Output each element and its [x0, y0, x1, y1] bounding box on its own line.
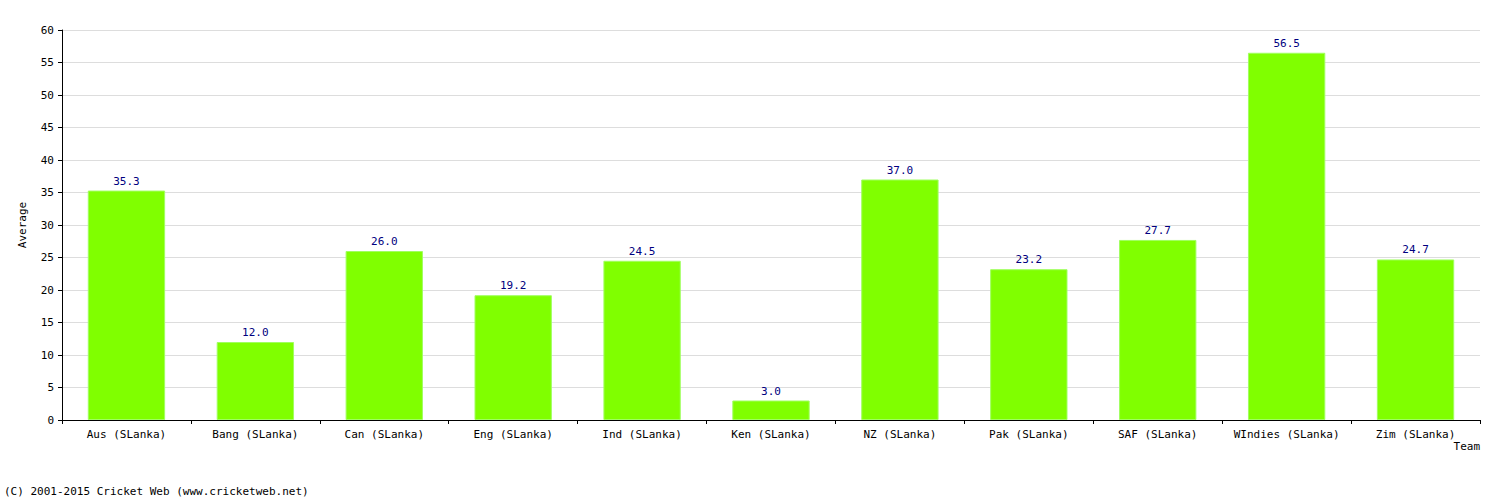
svg-text:5: 5	[47, 381, 54, 394]
svg-text:Aus (SLanka): Aus (SLanka)	[87, 428, 166, 441]
svg-text:24.5: 24.5	[629, 245, 656, 258]
svg-text:15: 15	[41, 316, 54, 329]
svg-text:Team: Team	[1454, 440, 1481, 453]
svg-text:37.0: 37.0	[887, 164, 914, 177]
svg-text:(C) 2001-2015 Cricket Web (www: (C) 2001-2015 Cricket Web (www.cricketwe…	[4, 485, 309, 498]
svg-text:12.0: 12.0	[242, 326, 268, 339]
svg-text:19.2: 19.2	[500, 279, 527, 292]
svg-text:26.0: 26.0	[371, 235, 398, 248]
svg-text:SAF (SLanka): SAF (SLanka)	[1118, 428, 1197, 441]
svg-text:25: 25	[41, 251, 54, 264]
svg-text:Ken (SLanka): Ken (SLanka)	[731, 428, 810, 441]
svg-text:27.7: 27.7	[1144, 224, 1171, 237]
svg-text:Zim (SLanka): Zim (SLanka)	[1376, 428, 1455, 441]
svg-text:30: 30	[41, 219, 54, 232]
svg-text:35.3: 35.3	[113, 175, 140, 188]
svg-text:24.7: 24.7	[1402, 243, 1429, 256]
svg-text:Can (SLanka): Can (SLanka)	[345, 428, 424, 441]
svg-text:35: 35	[41, 186, 54, 199]
svg-text:45: 45	[41, 121, 54, 134]
svg-text:56.5: 56.5	[1273, 37, 1300, 50]
svg-text:Pak (SLanka): Pak (SLanka)	[989, 428, 1068, 441]
svg-text:Ind (SLanka): Ind (SLanka)	[602, 428, 681, 441]
svg-text:Bang (SLanka): Bang (SLanka)	[212, 428, 298, 441]
svg-text:3.0: 3.0	[761, 385, 781, 398]
svg-text:20: 20	[41, 284, 54, 297]
svg-text:0: 0	[47, 414, 54, 427]
svg-text:60: 60	[41, 24, 54, 37]
svg-text:Eng (SLanka): Eng (SLanka)	[473, 428, 552, 441]
svg-text:WIndies (SLanka): WIndies (SLanka)	[1234, 428, 1340, 441]
svg-text:55: 55	[41, 56, 54, 69]
svg-text:50: 50	[41, 89, 54, 102]
svg-text:23.2: 23.2	[1016, 253, 1043, 266]
svg-text:10: 10	[41, 349, 54, 362]
svg-text:40: 40	[41, 154, 54, 167]
svg-text:Average: Average	[16, 202, 29, 248]
svg-text:NZ (SLanka): NZ (SLanka)	[863, 428, 936, 441]
